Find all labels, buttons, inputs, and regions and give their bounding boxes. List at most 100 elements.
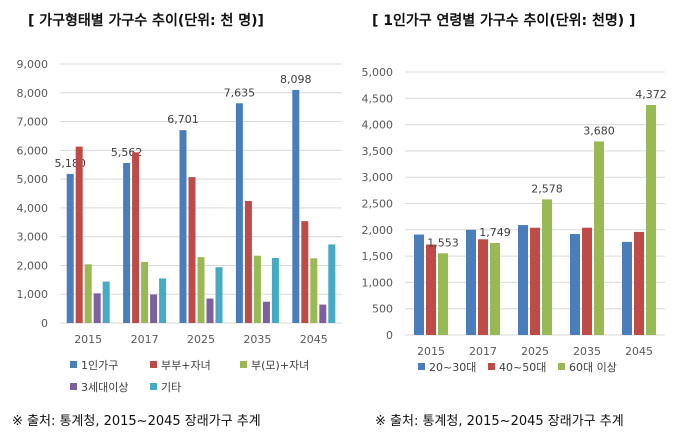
bar-부부+자녀 (132, 152, 140, 323)
bar-40~50대 (426, 244, 436, 335)
data-label: 7,635 (224, 86, 256, 99)
legend-label: 60대 이상 (569, 361, 617, 374)
y-tick-label: 0 (386, 329, 393, 342)
bar-20~30대 (570, 234, 580, 335)
bar-40~50대 (634, 231, 644, 335)
y-tick-label: 2,000 (17, 259, 49, 272)
bar-부(모)+자녀 (197, 257, 205, 323)
bar-1인가구 (179, 130, 187, 323)
bar-3세대이상 (319, 304, 327, 323)
y-tick-label: 3,500 (362, 145, 394, 158)
legend-swatch (150, 361, 157, 368)
bar-60대 이상 (438, 253, 448, 335)
bar-60대 이상 (646, 105, 656, 335)
y-tick-label: 4,000 (17, 202, 49, 215)
left-chart-title: [ 가구형태별 가구수 추이(단위: 천 명)] (28, 13, 264, 29)
legend-label: 기타 (161, 381, 181, 394)
bar-기타 (271, 257, 279, 323)
y-tick-label: 8,000 (17, 87, 49, 100)
bar-3세대이상 (206, 298, 214, 323)
x-tick-label: 2045 (625, 345, 653, 358)
legend-label: 20~30대 (429, 361, 476, 374)
legend-label: 부(모)+자녀 (251, 359, 309, 372)
data-label: 3,680 (583, 124, 615, 137)
y-tick-label: 500 (372, 303, 393, 316)
bar-기타 (159, 278, 167, 323)
y-tick-label: 6,000 (17, 144, 49, 157)
bar-20~30대 (466, 229, 476, 335)
legend-swatch (418, 363, 425, 370)
bar-1인가구 (66, 173, 74, 323)
bar-20~30대 (414, 234, 424, 335)
y-tick-label: 2,000 (362, 224, 394, 237)
y-tick-label: 4,000 (362, 119, 394, 132)
bar-40~50대 (478, 239, 488, 335)
y-tick-label: 4,500 (362, 92, 394, 105)
bar-60대 이상 (542, 199, 552, 335)
legend-swatch (70, 361, 77, 368)
y-tick-label: 1,500 (362, 250, 394, 263)
bar-부(모)+자녀 (141, 261, 149, 323)
x-tick-label: 2045 (300, 333, 328, 346)
bar-40~50대 (582, 227, 592, 335)
right-source-note: ※ 출처: 통계청, 2015~2045 장래가구 추계 (375, 414, 624, 429)
x-tick-label: 2015 (417, 345, 445, 358)
legend-swatch (70, 383, 77, 390)
data-label: 1,553 (427, 236, 459, 249)
legend-swatch (150, 383, 157, 390)
y-tick-label: 3,000 (17, 231, 49, 244)
data-label: 2,578 (531, 182, 563, 195)
data-label: 4,372 (635, 88, 667, 101)
bar-기타 (215, 267, 223, 323)
legend-label: 부부+자녀 (161, 359, 211, 372)
y-tick-label: 5,000 (362, 66, 394, 79)
bar-1인가구 (292, 89, 300, 324)
bar-부(모)+자녀 (310, 258, 318, 323)
legend-label: 1인가구 (81, 359, 118, 372)
x-tick-label: 2025 (521, 345, 549, 358)
x-tick-label: 2015 (74, 333, 102, 346)
bar-부부+자녀 (188, 177, 196, 323)
y-tick-label: 5,000 (17, 173, 49, 186)
legend-swatch (240, 361, 247, 368)
bar-20~30대 (518, 225, 528, 335)
bar-40~50대 (530, 227, 540, 335)
data-label: 8,098 (280, 73, 312, 86)
x-tick-label: 2017 (469, 345, 497, 358)
y-tick-label: 9,000 (17, 58, 49, 71)
bar-60대 이상 (594, 141, 604, 335)
bar-부부+자녀 (244, 200, 252, 323)
bar-부(모)+자녀 (253, 255, 261, 323)
y-tick-label: 2,500 (362, 198, 394, 211)
y-tick-label: 3,000 (362, 171, 394, 184)
y-tick-label: 1,000 (17, 288, 49, 301)
x-tick-label: 2025 (187, 333, 215, 346)
legend-swatch (558, 363, 565, 370)
x-tick-label: 2017 (131, 333, 159, 346)
bar-3세대이상 (150, 294, 158, 323)
bar-60대 이상 (490, 243, 500, 335)
right-chart-title: [ 1인가구 연령별 가구수 추이(단위: 천명) ] (372, 13, 636, 29)
x-tick-label: 2035 (243, 333, 271, 346)
bar-1인가구 (235, 103, 243, 323)
data-label: 6,701 (167, 113, 199, 126)
bar-기타 (328, 244, 336, 323)
legend-label: 3세대이상 (81, 381, 128, 394)
y-tick-label: 7,000 (17, 116, 49, 129)
bar-3세대이상 (262, 301, 270, 323)
bar-기타 (102, 281, 110, 323)
bar-3세대이상 (93, 293, 101, 323)
left-source-note: ※ 출처: 통계청, 2015~2045 장래가구 추계 (12, 414, 261, 429)
bar-부부+자녀 (301, 221, 309, 323)
bar-20~30대 (622, 241, 632, 335)
bar-1인가구 (123, 162, 131, 323)
legend-label: 40~50대 (499, 361, 546, 374)
y-tick-label: 0 (41, 317, 48, 330)
y-tick-label: 1,000 (362, 276, 394, 289)
bar-부(모)+자녀 (84, 264, 92, 323)
bar-부부+자녀 (75, 146, 83, 323)
x-tick-label: 2035 (573, 345, 601, 358)
legend-swatch (488, 363, 495, 370)
